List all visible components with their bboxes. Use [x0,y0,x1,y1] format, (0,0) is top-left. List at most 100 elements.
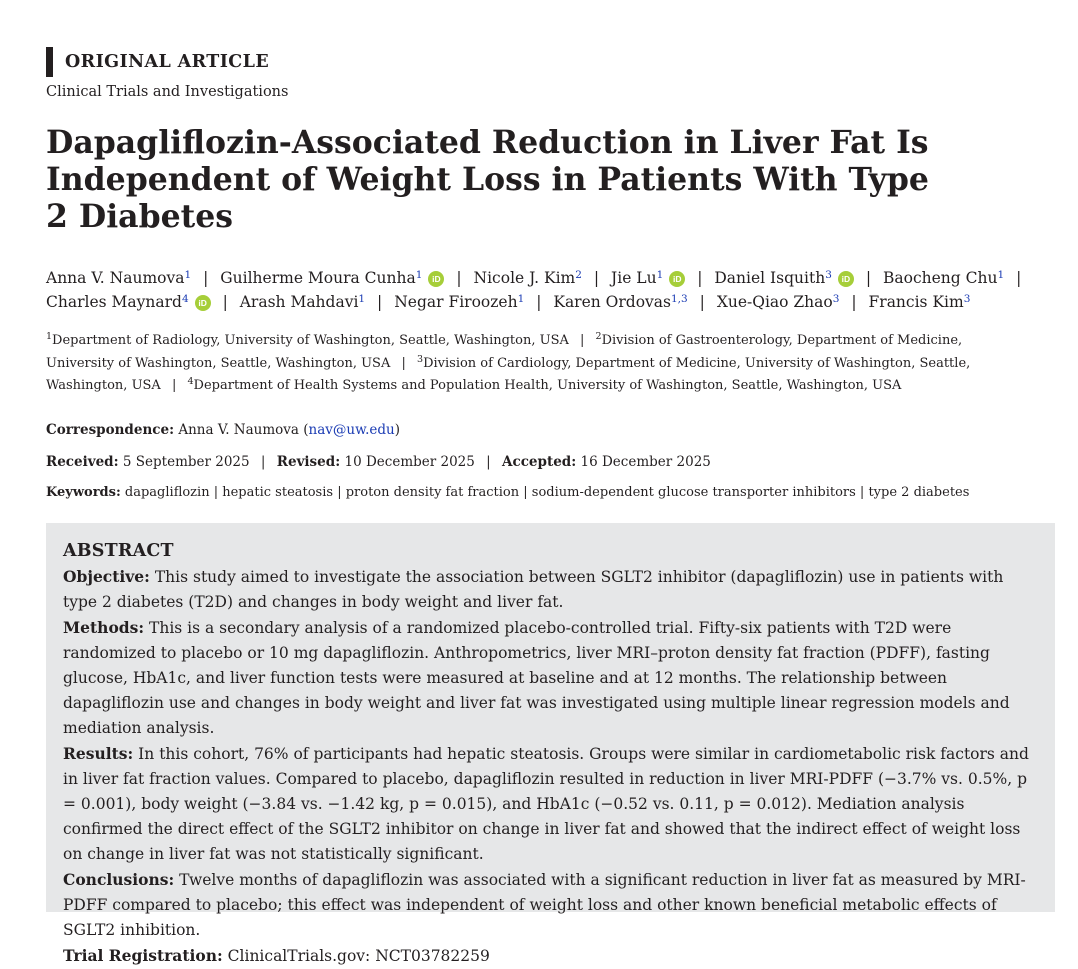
author-list: Anna V. Naumova1 | Guilherme Moura Cunha… [46,266,1046,314]
author-name[interactable]: Negar Firoozeh [394,293,518,311]
author-entry: Charles Maynard4 iD [46,293,211,311]
author-separator: | [697,269,703,287]
article-title: Dapagliflozin-Associated Reduction in Li… [46,124,929,235]
article-page: ORIGINAL ARTICLE Clinical Trials and Inv… [46,47,1055,965]
author-entry: Francis Kim3 [869,293,971,311]
abstract-registration: Trial Registration: ClinicalTrials.gov: … [63,943,1039,969]
objective-text: This study aimed to investigate the asso… [63,568,1004,611]
author-name[interactable]: Jie Lu [611,269,657,287]
author-entry: Jie Lu1 iD [611,269,686,287]
orcid-icon[interactable]: iD [194,295,211,311]
abstract-conclusions: Conclusions: Twelve months of dapagliflo… [63,867,1039,943]
author-entry: Karen Ordovas1,3 [553,293,687,311]
conclusions-text: Twelve months of dapagliflozin was assoc… [63,871,1026,939]
author-entry: Negar Firoozeh1 [394,293,524,311]
orcid-icon[interactable]: iD [428,271,445,287]
abstract-box: ABSTRACT Objective: This study aimed to … [46,523,1055,965]
received-date: 5 September 2025 [122,454,250,470]
methods-label: Methods: [63,618,145,637]
registration-text: ClinicalTrials.gov: NCT03782259 [227,947,490,965]
author-entry: Xue-Qiao Zhao3 [717,293,840,311]
article-type-bar [46,47,53,77]
author-name[interactable]: Francis Kim [868,293,964,311]
author-separator: | [851,293,857,311]
accepted-date: 16 December 2025 [580,454,711,470]
author-affiliation-ref[interactable]: 1,3 [671,293,688,305]
affiliation-separator: | [580,333,585,348]
author-name[interactable]: Guilherme Moura Cunha [220,269,416,287]
abstract-results: Results: In this cohort, 76% of particip… [63,741,1039,867]
author-entry: Baocheng Chu1 [883,269,1004,287]
affiliation-text: Division of Cardiology, Department of Me… [46,355,971,394]
affiliation-number: 2 [595,331,602,342]
keywords-label: Keywords: [46,485,121,500]
affiliation-number: 3 [417,353,424,365]
affiliation-entry: 4Department of Health Systems and Popula… [187,376,902,393]
keyword[interactable]: dapagliflozin [124,485,210,500]
author-separator: | [699,293,705,311]
article-type-label: ORIGINAL ARTICLE [65,52,270,72]
affiliation-entry: 1Department of Radiology, University of … [46,331,569,348]
affiliation-list: 1Department of Radiology, University of … [46,330,1026,398]
author-separator: | [1016,269,1022,287]
author-entry: Arash Mahdavi1 [240,293,365,311]
author-separator: | [593,269,600,287]
correspondence-email-link[interactable]: nav@uw.edu [308,422,395,438]
affiliation-entry: 3Division of Cardiology, Department of M… [46,353,971,394]
author-separator: | [203,269,209,287]
affiliation-number: 1 [46,331,53,342]
author-affiliation-ref[interactable]: 3 [963,293,971,305]
author-affiliation-ref[interactable]: 2 [575,269,582,281]
author-entry: Nicole J. Kim2 [474,269,582,287]
author-name[interactable]: Baocheng Chu [883,269,998,287]
registration-label: Trial Registration: [63,946,223,965]
abstract-objective: Objective: This study aimed to investiga… [63,564,1039,615]
keyword[interactable]: sodium-dependent glucose transporter inh… [531,485,856,500]
affiliation-entry: 2Division of Gastroenterology, Departmen… [46,331,963,371]
author-name[interactable]: Xue-Qiao Zhao [716,293,833,311]
author-affiliation-ref[interactable]: 1 [997,269,1005,281]
conclusions-label: Conclusions: [63,870,175,889]
affiliation-separator: | [171,378,177,393]
author-affiliation-ref[interactable]: 1 [415,269,423,281]
article-type-banner: ORIGINAL ARTICLE [46,47,269,77]
methods-text: This is a secondary analysis of a random… [63,619,1010,737]
author-affiliation-ref[interactable]: 1 [656,269,664,281]
author-name[interactable]: Nicole J. Kim [473,269,576,287]
affiliation-number: 4 [187,376,194,387]
author-name[interactable]: Karen Ordovas [553,293,671,311]
author-affiliation-ref[interactable]: 1 [184,269,192,281]
author-separator: | [456,269,462,287]
correspondence-label: Correspondence: [46,422,175,438]
received-label: Received: [46,454,119,470]
author-affiliation-ref[interactable]: 4 [181,293,189,305]
orcid-icon[interactable]: iD [669,271,686,287]
author-name[interactable]: Daniel Isquith [714,269,826,287]
keyword[interactable]: proton density fat fraction [345,485,520,500]
author-name[interactable]: Arash Mahdavi [239,293,359,311]
keyword[interactable]: type 2 diabetes [868,485,970,500]
keywords-line: Keywords: dapagliflozin | hepatic steato… [46,485,969,500]
objective-label: Objective: [63,567,150,586]
journal-section: Clinical Trials and Investigations [46,84,289,100]
author-separator: | [865,269,872,287]
author-affiliation-ref[interactable]: 3 [832,293,840,305]
correspondence-name: Anna V. Naumova [178,422,299,438]
author-name[interactable]: Anna V. Naumova [46,269,185,287]
author-name[interactable]: Charles Maynard [46,293,182,311]
author-separator: | [536,293,542,311]
accepted-label: Accepted: [502,454,577,470]
keyword-list: dapagliflozin | hepatic steatosis | prot… [124,485,970,500]
correspondence-line: Correspondence: Anna V. Naumova (nav@uw.… [46,422,400,438]
author-entry: Anna V. Naumova1 [46,269,191,287]
affiliation-text: Division of Gastroenterology, Department… [46,333,963,371]
results-label: Results: [63,744,134,763]
keyword[interactable]: hepatic steatosis [222,485,334,500]
dates-line: Received: 5 September 2025 | Revised: 10… [46,454,711,470]
author-affiliation-ref[interactable]: 1 [358,293,366,305]
author-affiliation-ref[interactable]: 3 [825,269,832,281]
revised-label: Revised: [276,454,341,470]
orcid-icon[interactable]: iD [837,271,854,287]
affiliation-separator: | [401,355,406,371]
author-affiliation-ref[interactable]: 1 [517,293,525,305]
